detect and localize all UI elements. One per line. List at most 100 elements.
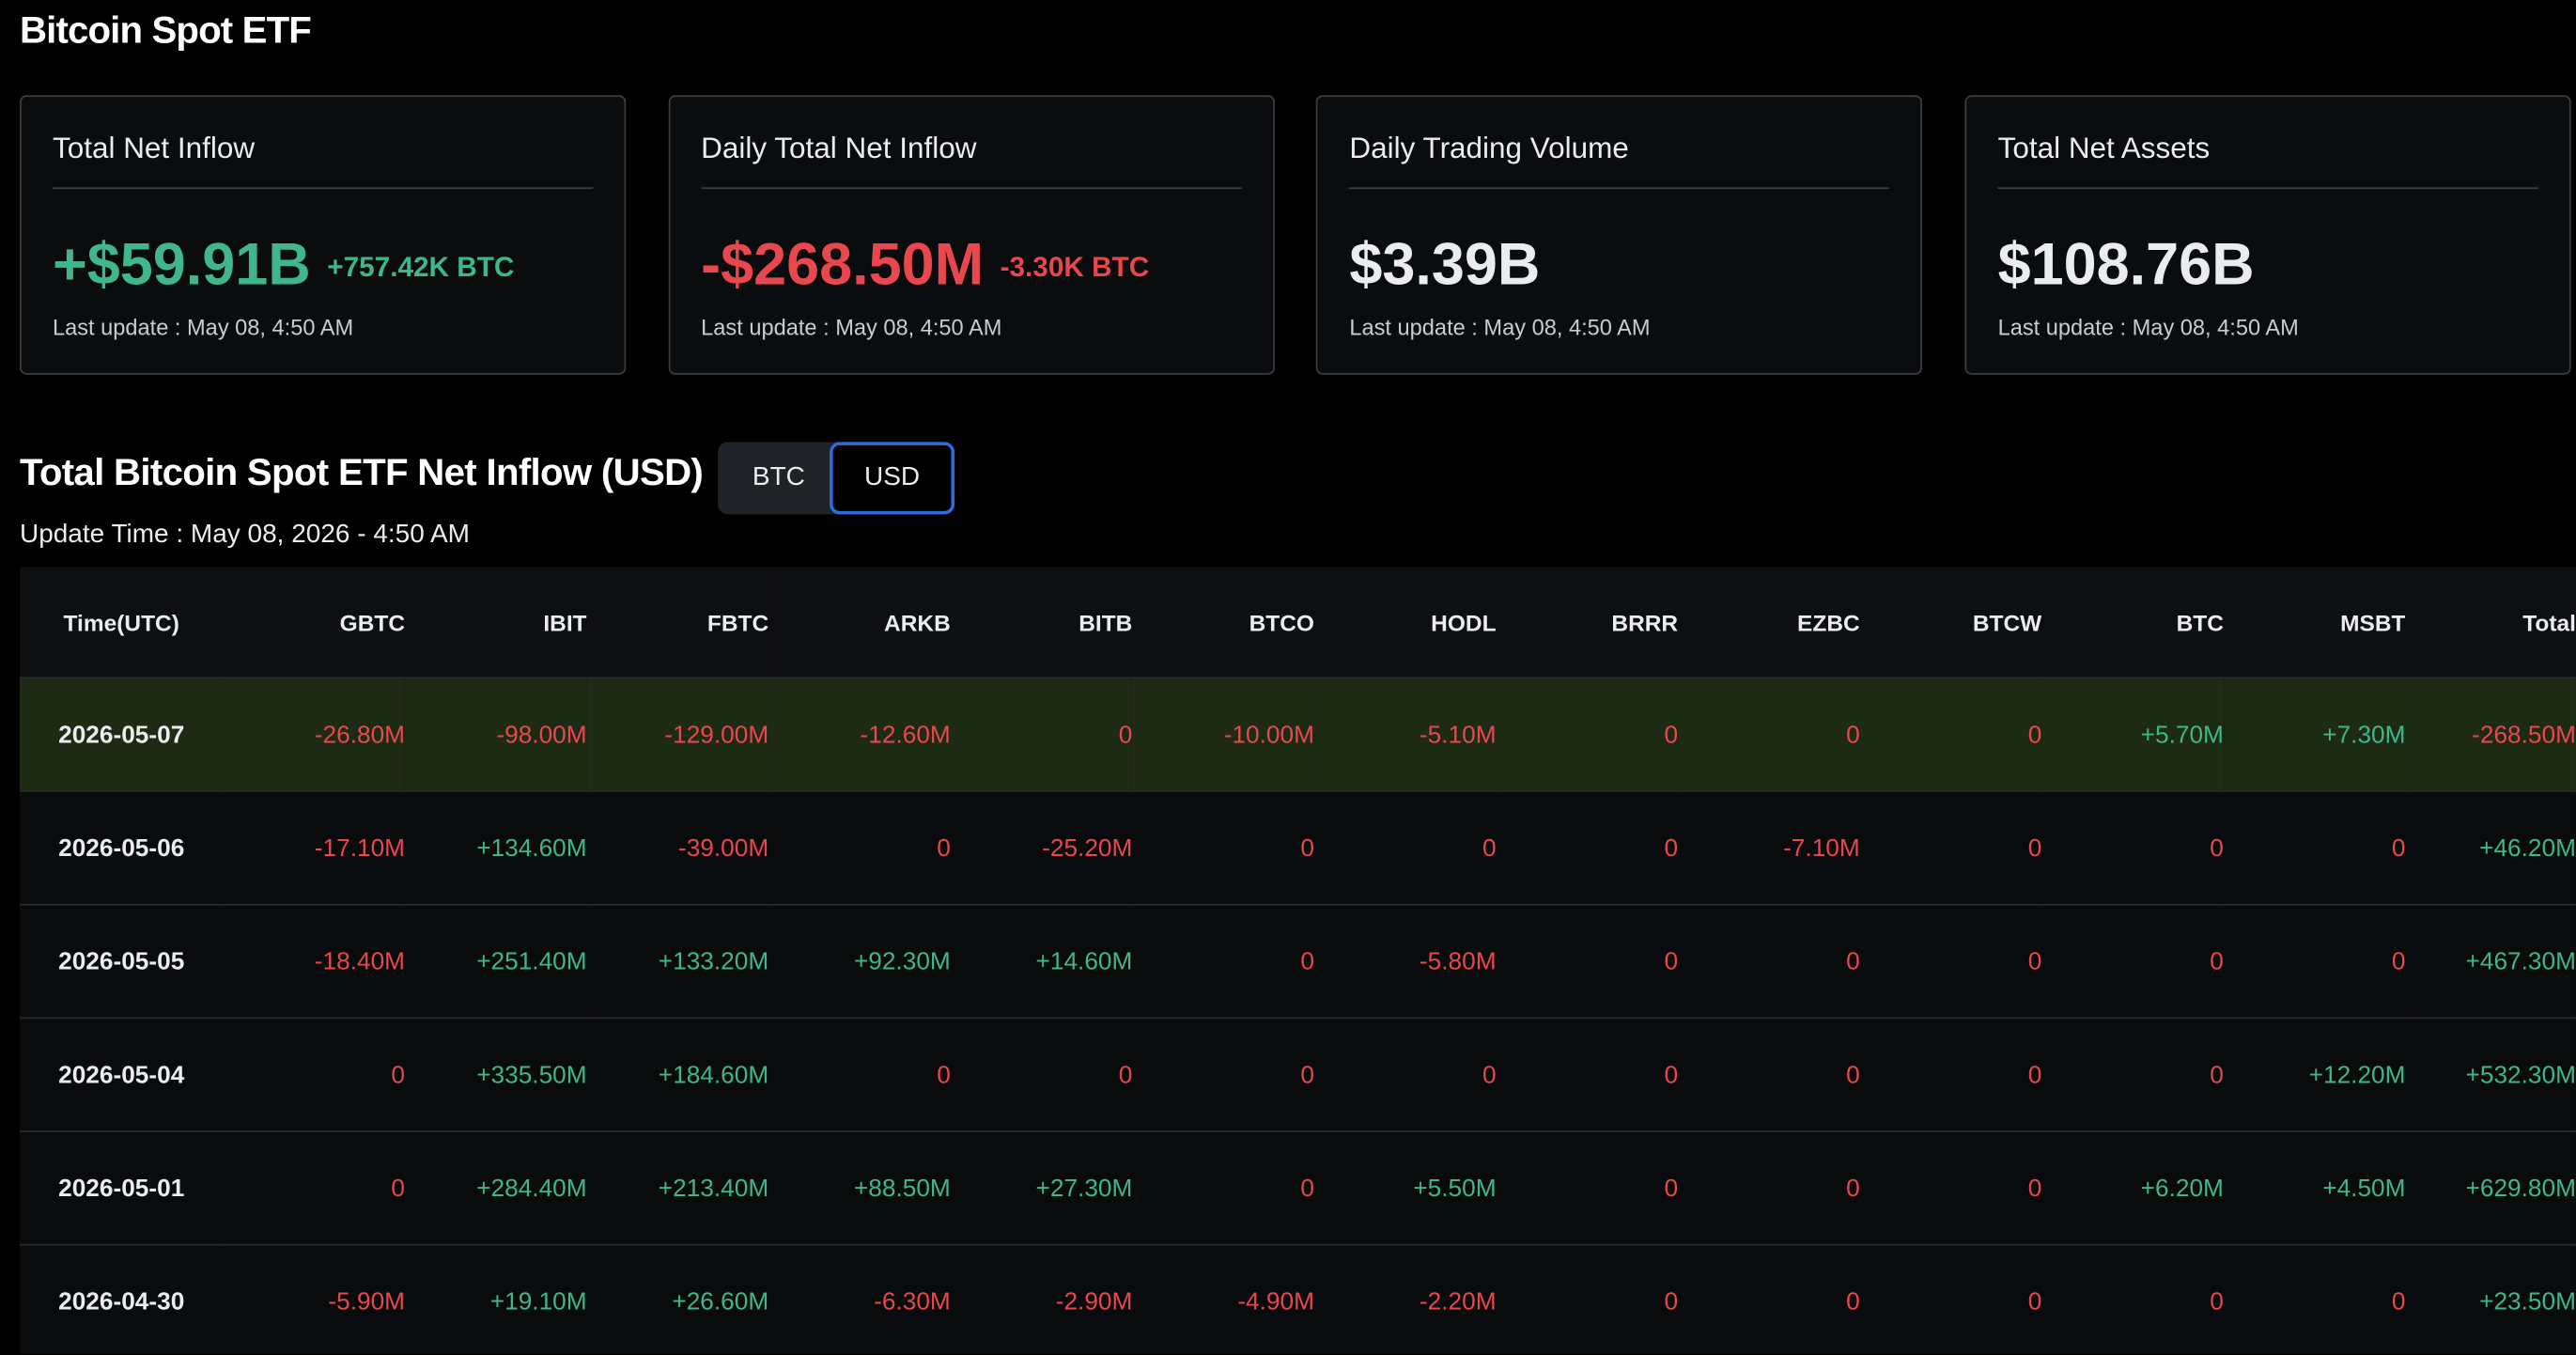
column-header: MSBT [2223, 567, 2406, 678]
flow-cell: 0 [1496, 677, 1679, 791]
stat-card: Daily Total Net Inflow -$268.50M -3.30K BT… [668, 95, 1275, 375]
flow-cell: +6.20M [2041, 1130, 2224, 1245]
flow-cell: -12.60M [768, 677, 951, 791]
card-label: Daily Trading Volume [1349, 132, 1890, 190]
flow-cell: 0 [1496, 1017, 1679, 1131]
flow-cell: 0 [768, 790, 951, 905]
table-row: 2026-05-06 -17.10M +134.60M -39.00M 0 -25.20M… [19, 790, 2576, 905]
flow-cell: 0 [2223, 1243, 2406, 1354]
toggle-btc[interactable]: BTC [752, 463, 805, 491]
flow-cell: +532.30M [2405, 1017, 2576, 1131]
flow-cell: 0 [1496, 1243, 1679, 1354]
flow-cell: +251.40M [405, 903, 587, 1019]
flow-cell: 0 [1313, 1017, 1497, 1131]
flow-cell: +14.60M [950, 903, 1133, 1019]
flow-cell: -2.20M [1313, 1243, 1497, 1354]
flow-cell: +7.30M [2223, 677, 2406, 791]
flow-cell: +5.50M [1313, 1130, 1497, 1245]
flow-cell: +629.80M [2405, 1130, 2576, 1245]
flow-cell: 0 [1678, 1017, 1860, 1131]
stat-card: Total Net Assets $108.76B Last update : Ma… [1964, 95, 2571, 375]
flow-cell: -17.10M [223, 790, 406, 905]
flow-cell: 0 [1859, 790, 2042, 905]
flow-cell: -98.00M [405, 677, 587, 791]
column-header: BTCO [1132, 567, 1314, 678]
flow-cell: -268.50M [2405, 677, 2576, 791]
flow-cell: -2.90M [950, 1243, 1133, 1354]
flow-cell: 0 [2041, 790, 2224, 905]
flow-cell: +23.50M [2405, 1243, 2576, 1354]
page-title: Bitcoin Spot ETF [19, 8, 312, 52]
flow-cell: 0 [1313, 790, 1497, 905]
card-value: -$268.50M -3.30K BTC [701, 230, 1149, 299]
column-header: HODL [1313, 567, 1497, 678]
flow-cell: 0 [1132, 790, 1314, 905]
flow-cell: +4.50M [2223, 1130, 2406, 1245]
card-update: Last update : May 08, 4:50 AM [1997, 315, 2299, 340]
flow-cell: 0 [1859, 903, 2042, 1019]
flow-cell: 0 [1859, 1017, 2042, 1131]
flow-cell: -5.90M [223, 1243, 406, 1354]
flow-cell: +184.60M [586, 1017, 769, 1131]
column-header: EZBC [1678, 567, 1860, 678]
toggle-usd[interactable]: USD [830, 442, 954, 515]
flow-cell: 0 [1496, 790, 1679, 905]
flow-cell: +26.60M [586, 1243, 769, 1354]
date-cell: 2026-05-07 [19, 677, 224, 791]
flow-cell: +19.10M [405, 1243, 587, 1354]
stat-card: Total Net Inflow +$59.91B +757.42K BTC Last… [19, 95, 627, 375]
flow-cell: 0 [2041, 903, 2224, 1019]
flow-cell: 0 [2223, 790, 2406, 905]
flow-cell: -39.00M [586, 790, 769, 905]
flow-cell: -6.30M [768, 1243, 951, 1354]
card-value: +$59.91B +757.42K BTC [53, 230, 514, 299]
column-header: FBTC [586, 567, 769, 678]
flow-cell: +284.40M [405, 1130, 587, 1245]
card-value: $108.76B [1998, 230, 2255, 299]
flow-cell: +335.50M [405, 1017, 587, 1131]
table-row: 2026-05-05 -18.40M +251.40M +133.20M +92.30M… [19, 903, 2576, 1019]
flow-cell: -5.80M [1313, 903, 1497, 1019]
flow-cell: -18.40M [223, 903, 406, 1019]
flow-cell: 0 [950, 677, 1133, 791]
flow-cell: +92.30M [768, 903, 951, 1019]
table-row: 2026-05-04 0 +335.50M +184.60M 0 0 0 0 0 0 0 0 +12.2… [19, 1017, 2576, 1131]
header-row: Time(UTC) GBTC IBIT FBTC ARKB BITB BTCO HODL BRR… [19, 567, 2576, 678]
flow-cell: 0 [1678, 1130, 1860, 1245]
flow-cell: +134.60M [405, 790, 587, 905]
column-header: Total [2405, 567, 2576, 678]
flow-cell: 0 [950, 1017, 1133, 1131]
toggle: BTC USD [718, 442, 954, 515]
flow-cell: +133.20M [586, 903, 769, 1019]
flow-cell: -25.20M [950, 790, 1133, 905]
date-cell: 2026-05-04 [19, 1017, 224, 1131]
date-cell: 2026-05-05 [19, 903, 224, 1019]
card-label: Daily Total Net Inflow [701, 132, 1242, 190]
date-cell: 2026-05-06 [19, 790, 224, 905]
card-label: Total Net Assets [1997, 132, 2538, 190]
flow-cell: 0 [223, 1130, 406, 1245]
card-sub-value: +757.42K BTC [327, 251, 515, 283]
stat-card: Daily Trading Volume $3.39B Last update : … [1316, 95, 1923, 375]
flow-cell: 0 [1859, 1243, 2042, 1354]
flow-cell: 0 [1678, 677, 1860, 791]
flow-cell: -26.80M [223, 677, 406, 791]
flow-cell: -4.90M [1132, 1243, 1314, 1354]
card-label: Total Net Inflow [52, 132, 594, 190]
flow-cell: 0 [1859, 677, 2042, 791]
card-value-text: +$59.91B [52, 229, 311, 298]
flow-cell: 0 [1132, 903, 1314, 1019]
card-value: $3.39B [1349, 230, 1540, 299]
flow-cell: -7.10M [1678, 790, 1860, 905]
column-header: IBIT [405, 567, 587, 678]
column-header: ARKB [768, 567, 951, 678]
inflow-table: Time(UTC) GBTC IBIT FBTC ARKB BITB BTCO HODL BRR… [19, 567, 2576, 1354]
flow-cell: -10.00M [1132, 677, 1314, 791]
flow-cell: +46.20M [2405, 790, 2576, 905]
table-row: 2026-05-07 -26.80M -98.00M -129.00M -12.60M 0… [19, 677, 2576, 791]
update-time: Update Time : May 08, 2026 - 4:50 AM [19, 521, 470, 550]
date-cell: 2026-05-01 [19, 1130, 224, 1245]
flow-cell: 0 [1678, 1243, 1860, 1354]
flow-cell: 0 [1132, 1017, 1314, 1131]
